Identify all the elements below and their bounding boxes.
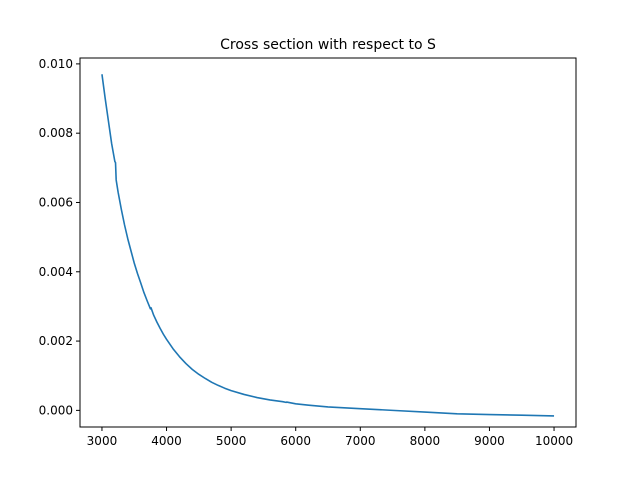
x-tick-label: 6000: [280, 434, 311, 448]
plot-frame: [79, 57, 577, 428]
y-tick-label: 0.010: [39, 57, 73, 71]
y-axis: 0.000 0.002 0.004 0.006 0.008 0.010: [39, 57, 80, 417]
x-tick-label: 10000: [535, 434, 573, 448]
x-axis: 3000 4000 5000 6000 7000 8000 9000 10000: [87, 427, 573, 448]
x-tick-label: 8000: [410, 434, 441, 448]
y-tick-label: 0.002: [39, 334, 73, 348]
x-tick-label: 9000: [474, 434, 505, 448]
y-tick-label: 0.008: [39, 126, 73, 140]
chart-title: Cross section with respect to S: [220, 37, 436, 53]
x-tick-label: 5000: [216, 434, 247, 448]
series-line: [101, 74, 555, 417]
y-tick-label: 0.006: [39, 195, 73, 209]
x-tick-label: 3000: [87, 434, 118, 448]
x-tick-label: 7000: [345, 434, 376, 448]
y-tick-label: 0.004: [39, 265, 73, 279]
y-tick-label: 0.000: [39, 403, 73, 417]
x-tick-label: 4000: [151, 434, 182, 448]
